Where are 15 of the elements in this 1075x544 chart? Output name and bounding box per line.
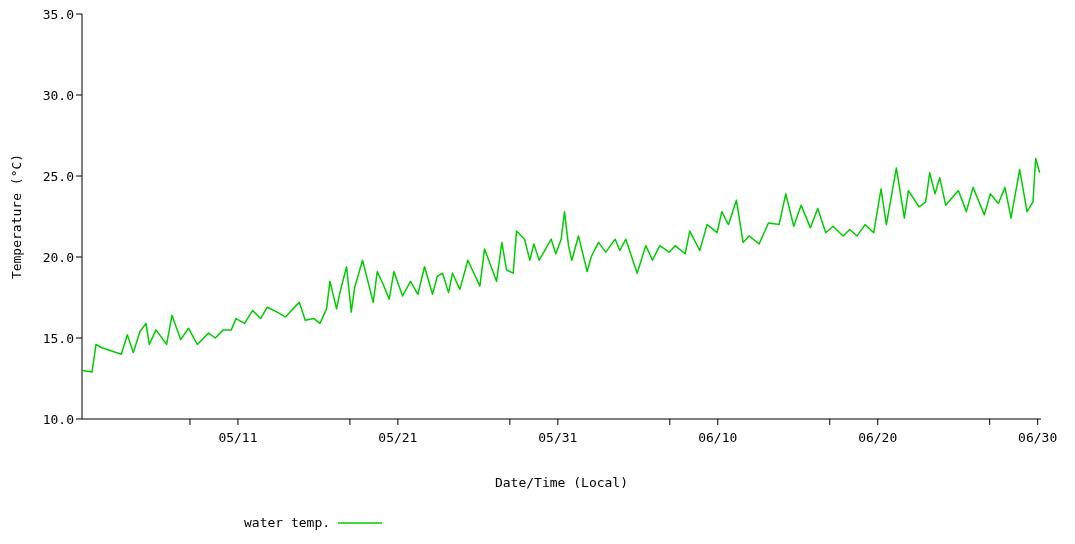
x-tick-label: 06/10 [698,430,738,446]
y-axis-title: Temperature (°C) [8,153,24,280]
y-tick-label: 10.0 [42,411,74,427]
y-tick-label: 35.0 [42,6,74,22]
x-tick-label: 06/20 [858,430,898,446]
y-tick-label: 20.0 [42,249,74,265]
x-tick-label: 05/21 [378,430,418,446]
y-tick-label: 15.0 [42,330,74,346]
x-axis-title: Date/Time (Local) [494,475,629,490]
y-tick-label: 30.0 [42,87,74,103]
x-tick-label: 05/31 [538,430,578,446]
legend-label: water temp. [244,515,331,530]
y-tick-label: 25.0 [42,168,74,184]
x-tick-label: 05/11 [218,430,258,446]
x-tick-label: 06/30 [1018,430,1058,446]
